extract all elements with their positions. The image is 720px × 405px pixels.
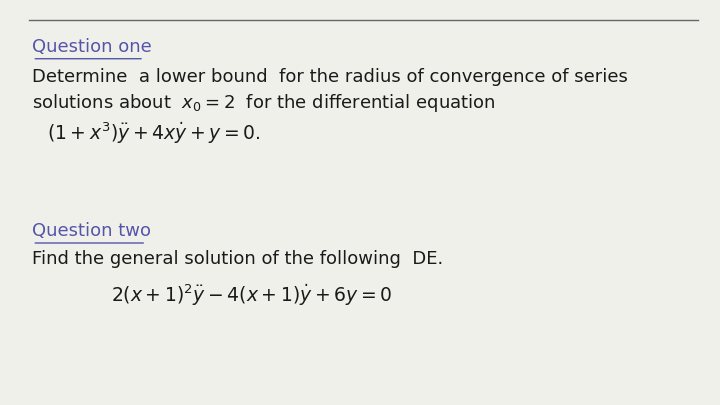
Text: $(1 + x^3)\ddot{y} + 4x\dot{y} + y = 0.$: $(1 + x^3)\ddot{y} + 4x\dot{y} + y = 0.$ [47,121,261,146]
Text: Determine  a lower bound  for the radius of convergence of series: Determine a lower bound for the radius o… [32,68,629,86]
Text: $2(x + 1)^2\ddot{y} - 4(x + 1)\dot{y} + 6y = 0$: $2(x + 1)^2\ddot{y} - 4(x + 1)\dot{y} + … [112,283,392,308]
Text: Question one: Question one [32,38,152,55]
Text: Question two: Question two [32,222,151,240]
Text: Find the general solution of the following  DE.: Find the general solution of the followi… [32,250,444,268]
Text: solutions about  $x_0 = 2$  for the differential equation: solutions about $x_0 = 2$ for the differ… [32,92,496,114]
